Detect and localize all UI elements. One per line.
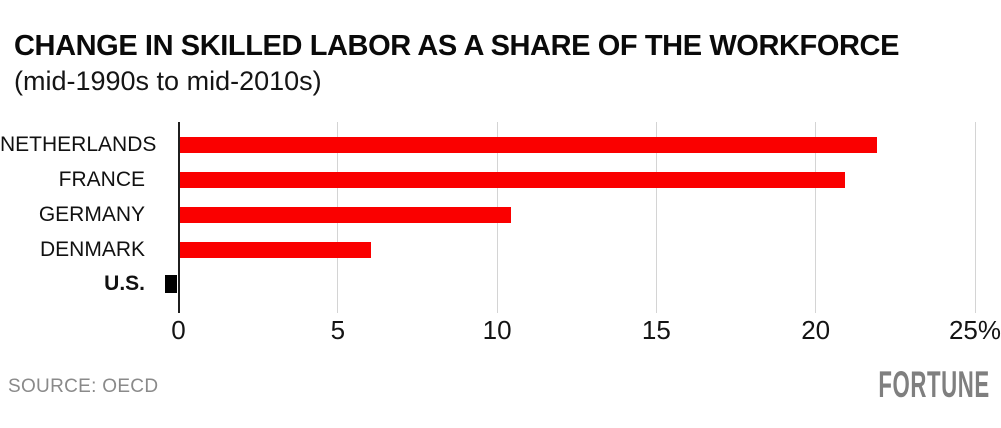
bar-germany	[179, 206, 511, 223]
category-label: NETHERLANDS	[0, 133, 157, 156]
source-note: SOURCE: OECD	[8, 376, 159, 397]
x-tick-label: 20	[801, 315, 831, 345]
chart-title: CHANGE IN SKILLED LABOR AS A SHARE OF TH…	[14, 30, 900, 62]
gridline	[815, 122, 817, 313]
x-tick-label: 25%	[948, 315, 1001, 345]
x-tick-label: 0	[171, 315, 186, 345]
chart-subtitle: (mid-1990s to mid-2010s)	[14, 66, 322, 96]
category-label: GERMANY	[38, 202, 145, 226]
bar-denmark	[179, 241, 371, 258]
fortune-logo-text: FORTUNE	[878, 364, 990, 405]
category-label: DENMARK	[39, 237, 145, 261]
x-tick-label: 15	[641, 315, 671, 345]
zero-axis-line	[177, 122, 180, 313]
bar-france	[179, 171, 846, 188]
bar-u-s	[164, 275, 178, 294]
gridline	[655, 122, 657, 313]
x-tick-label: 10	[482, 315, 512, 345]
fortune-logo: FORTUNE	[804, 364, 990, 406]
category-label: FRANCE	[58, 167, 145, 191]
gridline	[974, 122, 976, 313]
category-label: U.S.	[104, 272, 145, 296]
bar-netherlands	[179, 137, 878, 153]
x-tick-label: 5	[330, 315, 346, 345]
